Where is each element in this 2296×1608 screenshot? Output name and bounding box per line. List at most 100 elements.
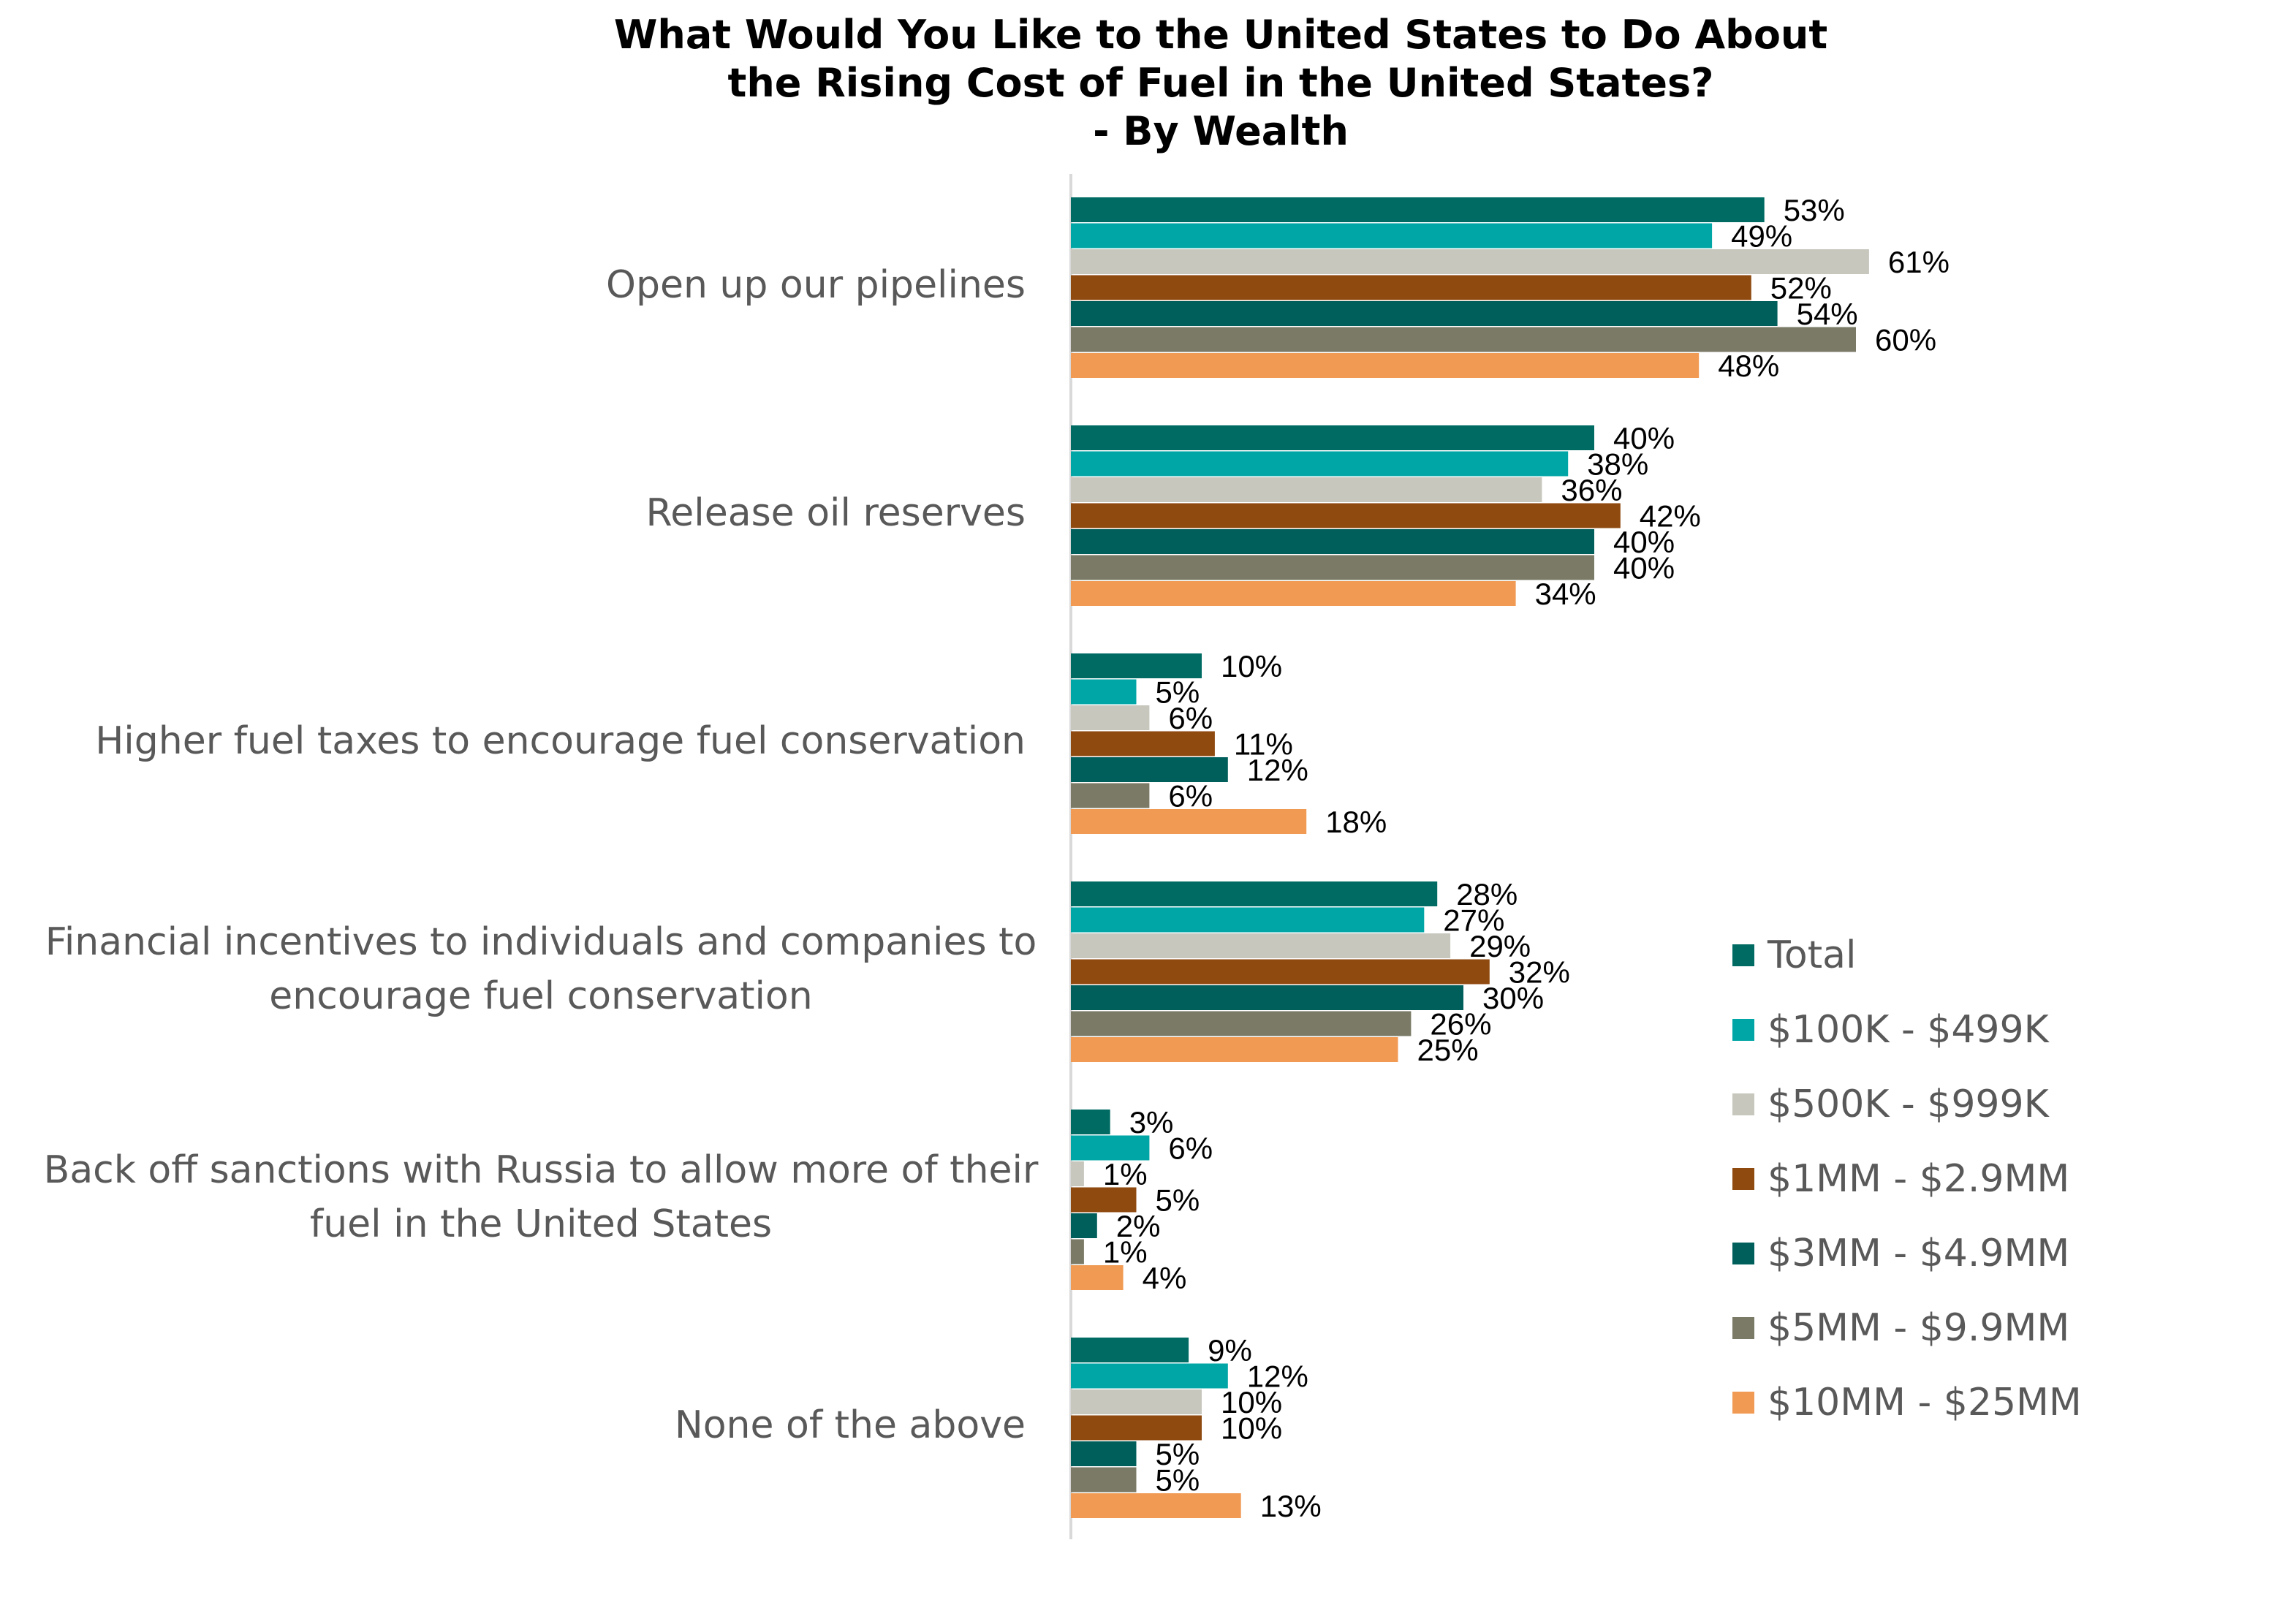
value-label: 61% — [1888, 245, 1950, 279]
legend-swatch — [1732, 1392, 1754, 1414]
bar — [1071, 1467, 1137, 1493]
value-label: 48% — [1718, 349, 1779, 383]
bar — [1071, 1213, 1097, 1238]
bar — [1071, 503, 1621, 528]
bar — [1071, 679, 1137, 705]
bar — [1071, 1161, 1084, 1186]
value-label: 18% — [1325, 805, 1387, 839]
bar — [1071, 197, 1765, 222]
bars — [1071, 197, 1869, 1518]
legend-label: $3MM - $4.9MM — [1768, 1232, 2069, 1275]
legend-swatch — [1732, 944, 1754, 966]
value-label: 53% — [1784, 193, 1845, 227]
bar — [1071, 581, 1516, 606]
legend-swatch — [1732, 1168, 1754, 1190]
legend-label: Total — [1767, 933, 1856, 977]
value-label: 42% — [1640, 499, 1701, 534]
chart-title-line: What Would You Like to the United States… — [614, 12, 1827, 58]
value-label: 9% — [1208, 1333, 1252, 1368]
bar — [1071, 1239, 1084, 1264]
value-label: 10% — [1221, 649, 1282, 683]
value-label: 32% — [1509, 955, 1570, 990]
value-label: 6% — [1168, 1131, 1213, 1166]
bar — [1071, 529, 1594, 554]
category-labels: Open up our pipelines Release oil reserve… — [44, 263, 1039, 1447]
value-label: 11% — [1234, 727, 1293, 762]
bar — [1071, 1265, 1124, 1290]
category-label: Back off sanctions with Russia to allow … — [44, 1148, 1039, 1192]
bar — [1071, 327, 1856, 352]
bar — [1071, 555, 1594, 580]
bar — [1071, 1011, 1412, 1036]
chart-title-line: the Rising Cost of Fuel in the United St… — [728, 60, 1714, 106]
legend-swatch — [1732, 1019, 1754, 1041]
value-label: 28% — [1456, 877, 1518, 911]
bar — [1071, 907, 1425, 933]
bar — [1071, 477, 1542, 502]
bar — [1071, 653, 1202, 678]
bar — [1071, 1415, 1202, 1441]
legend-label: $1MM - $2.9MM — [1768, 1157, 2069, 1201]
value-label: 40% — [1613, 551, 1675, 585]
legend-label: $10MM - $25MM — [1768, 1381, 2082, 1425]
value-label: 3% — [1129, 1105, 1174, 1139]
value-label: 27% — [1443, 903, 1504, 938]
legend-label: $500K - $999K — [1768, 1082, 2050, 1126]
bar — [1071, 1037, 1398, 1062]
value-label: 34% — [1535, 577, 1596, 611]
value-label: 60% — [1875, 323, 1936, 357]
legend-label: $5MM - $9.9MM — [1768, 1306, 2069, 1350]
bar — [1071, 301, 1778, 326]
legend: Total $100K - $499K $500K - $999K $1MM - $2… — [1732, 933, 2082, 1425]
category-label: None of the above — [675, 1403, 1026, 1447]
bar — [1071, 1493, 1241, 1518]
value-label: 30% — [1482, 981, 1544, 1015]
bar — [1071, 1338, 1189, 1362]
bar — [1071, 1135, 1150, 1161]
bar — [1071, 705, 1150, 730]
value-label: 10% — [1221, 1385, 1282, 1419]
category-label: fuel in the United States — [310, 1202, 772, 1246]
value-label: 4% — [1143, 1261, 1187, 1295]
category-label: Release oil reserves — [646, 491, 1026, 535]
category-label: Open up our pipelines — [606, 263, 1026, 307]
bar — [1071, 1110, 1110, 1134]
category-label: Higher fuel taxes to encourage fuel cons… — [95, 719, 1026, 763]
bar — [1071, 1187, 1137, 1213]
category-label: Financial incentives to individuals and … — [45, 920, 1037, 964]
bar — [1071, 881, 1438, 906]
bar — [1071, 731, 1215, 756]
legend-swatch — [1732, 1317, 1754, 1339]
value-label: 1% — [1103, 1157, 1148, 1191]
legend-swatch — [1732, 1093, 1754, 1115]
chart-title-line: - By Wealth — [1093, 108, 1349, 154]
legend-label: $100K - $499K — [1768, 1008, 2050, 1052]
bar — [1071, 1441, 1137, 1466]
value-label: 52% — [1770, 271, 1832, 306]
bar — [1071, 223, 1713, 249]
value-label: 29% — [1469, 929, 1531, 963]
bar — [1071, 1389, 1202, 1414]
value-label: 25% — [1417, 1033, 1479, 1067]
bar — [1071, 933, 1451, 958]
value-label: 1% — [1103, 1235, 1148, 1270]
bar — [1071, 249, 1869, 274]
value-label: 5% — [1156, 1437, 1200, 1471]
bar — [1071, 1363, 1228, 1389]
bar — [1071, 757, 1228, 782]
value-label: 38% — [1587, 447, 1648, 482]
value-label: 40% — [1613, 525, 1675, 559]
bar — [1071, 985, 1463, 1010]
bar — [1071, 275, 1751, 300]
chart-title: What Would You Like to the United States… — [614, 12, 1827, 154]
category-label: encourage fuel conservation — [269, 974, 812, 1018]
bar — [1071, 353, 1700, 378]
value-label: 10% — [1221, 1411, 1282, 1446]
value-label: 6% — [1168, 779, 1213, 814]
value-label: 2% — [1116, 1209, 1161, 1243]
value-label: 5% — [1156, 1183, 1200, 1218]
value-label: 36% — [1561, 473, 1622, 507]
value-label: 26% — [1430, 1007, 1491, 1042]
value-label: 12% — [1247, 753, 1308, 787]
bar — [1071, 783, 1150, 808]
